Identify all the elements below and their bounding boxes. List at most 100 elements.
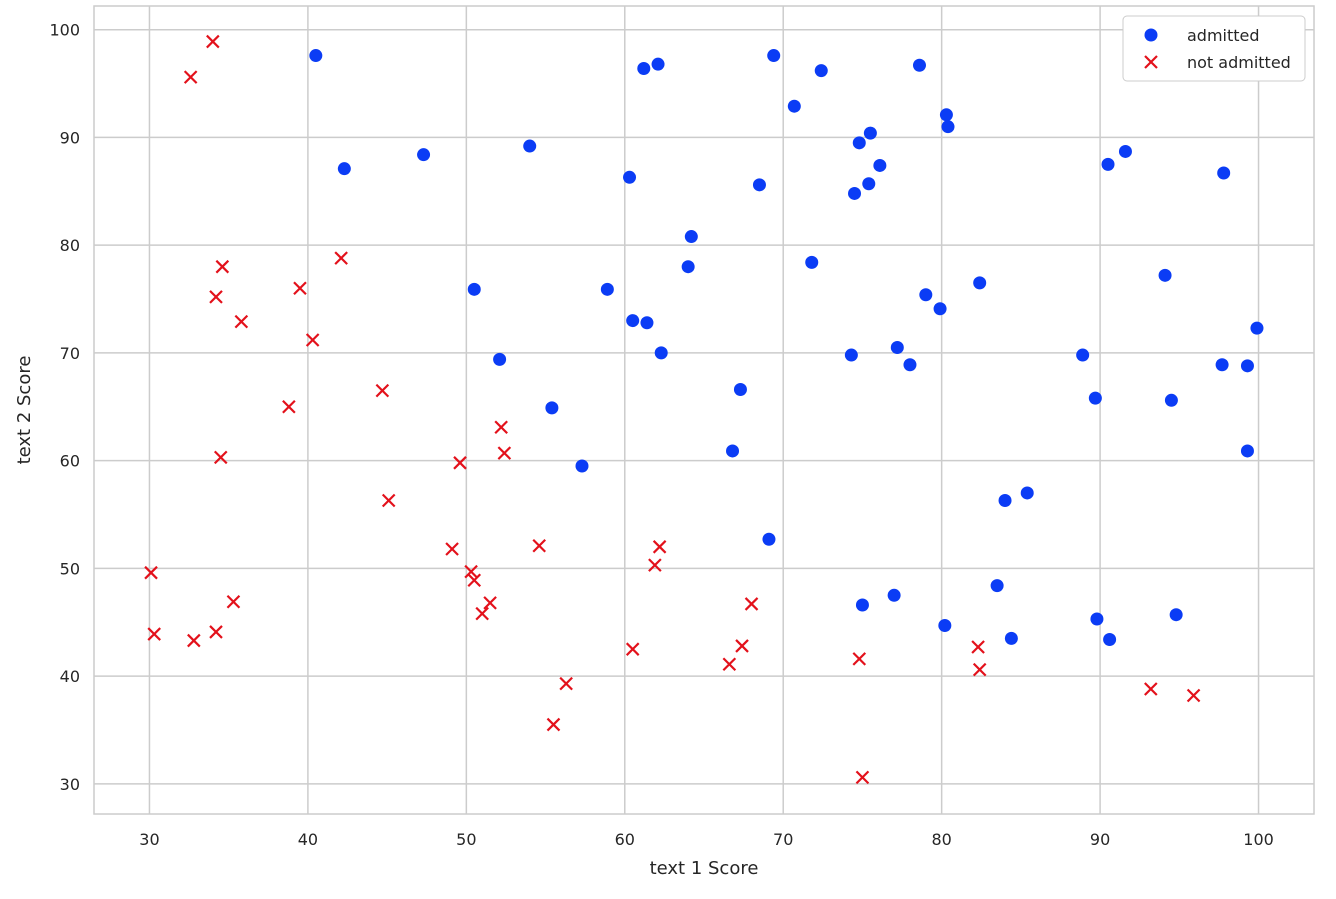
not-admitted-point: [464, 564, 478, 579]
admitted-point: [417, 148, 431, 162]
not-admitted-point: [375, 383, 390, 398]
admitted-point: [941, 120, 955, 134]
x-tick-label: 50: [456, 830, 476, 849]
not-admitted-point: [497, 446, 512, 460]
legend-not-admitted-marker: [1144, 55, 1158, 69]
not-admitted-point: [147, 627, 161, 641]
admitted-point: [1240, 444, 1254, 458]
admitted-point: [855, 598, 869, 612]
admitted-point: [767, 49, 781, 63]
admitted-point: [1158, 268, 1172, 282]
admitted-point: [1088, 391, 1102, 405]
x-axis-label: text 1 Score: [650, 858, 759, 879]
admitted-point: [787, 99, 801, 113]
grid-lines: [94, 6, 1314, 814]
admitted-point: [814, 64, 828, 78]
not-admitted-point: [652, 540, 667, 554]
admitted-point: [1215, 358, 1229, 372]
admitted-point: [1240, 359, 1254, 373]
not-admitted-point: [445, 542, 459, 556]
admitted-point: [805, 255, 819, 269]
admitted-point: [681, 260, 695, 274]
admitted-point: [637, 61, 651, 75]
not-admitted-point: [855, 770, 870, 785]
x-tick-label: 70: [773, 830, 793, 849]
not-admitted-point: [144, 565, 158, 580]
legend-admitted-label: admitted: [1187, 26, 1260, 45]
legend-box: [1122, 15, 1306, 82]
data-points: [144, 34, 1264, 785]
legend: admitted not admitted: [1122, 15, 1306, 82]
not-admitted-point: [183, 70, 198, 84]
y-axis-label: text 2 Score: [14, 356, 35, 465]
admitted-point: [998, 493, 1012, 507]
admitted-point: [939, 108, 953, 122]
not-admitted-point: [475, 606, 489, 621]
admitted-point: [933, 302, 947, 316]
admitted-point: [654, 346, 668, 360]
not-admitted-point: [971, 640, 985, 654]
not-admitted-point: [852, 652, 867, 666]
not-admitted-point: [206, 34, 220, 49]
admitted-point: [973, 276, 987, 290]
not-admitted-point: [722, 657, 737, 672]
y-tick-label: 90: [60, 128, 80, 147]
not-admitted-point: [559, 676, 573, 691]
y-tick-label: 70: [60, 344, 80, 363]
admitted-point: [1004, 631, 1018, 645]
not-admitted-point: [532, 538, 546, 553]
legend-not-admitted-label: not admitted: [1187, 53, 1291, 72]
y-tick-label: 100: [49, 21, 80, 40]
not-admitted-point: [648, 558, 662, 572]
admitted-point: [640, 316, 654, 330]
admitted-point: [844, 348, 858, 362]
admitted-point: [863, 126, 877, 140]
admitted-point: [752, 178, 766, 192]
not-admitted-point: [744, 597, 759, 611]
not-admitted-point: [215, 259, 230, 274]
plot-area: [93, 5, 1315, 815]
y-tick-label: 40: [60, 667, 80, 686]
y-tick-label: 50: [60, 559, 80, 578]
admitted-point: [493, 352, 507, 366]
admitted-point: [1090, 612, 1104, 626]
not-admitted-point: [209, 290, 223, 304]
x-tick-label: 40: [298, 830, 318, 849]
not-admitted-point: [1186, 688, 1201, 703]
x-tick-labels: 30 40 50 60 70 80 90 100: [139, 830, 1274, 849]
admitted-point: [626, 314, 640, 328]
admitted-point: [726, 444, 740, 458]
x-tick-label: 100: [1243, 830, 1274, 849]
not-admitted-point: [293, 281, 307, 296]
not-admitted-point: [1144, 682, 1158, 696]
not-admitted-point: [453, 456, 467, 470]
admitted-point: [467, 282, 481, 296]
not-admitted-point: [625, 642, 640, 656]
admitted-point: [733, 383, 747, 397]
not-admitted-point: [381, 493, 396, 508]
not-admitted-point: [234, 314, 249, 329]
not-admitted-point: [494, 420, 508, 435]
admitted-point: [1217, 166, 1231, 180]
admitted-point: [309, 49, 323, 63]
not-admitted-point: [305, 333, 320, 347]
y-tick-label: 30: [60, 775, 80, 794]
not-admitted-point: [209, 625, 223, 639]
y-tick-label: 60: [60, 452, 80, 471]
admitted-point: [890, 341, 904, 355]
not-admitted-point: [187, 633, 201, 648]
admitted-point: [1169, 608, 1183, 622]
admitted-point: [1076, 348, 1090, 362]
admitted-point: [1101, 157, 1115, 171]
admitted-point: [1103, 632, 1117, 646]
admitted-point: [762, 532, 776, 546]
admitted-point: [852, 136, 866, 150]
admitted-point: [862, 177, 876, 191]
admitted-point: [938, 618, 952, 632]
not-admitted-point: [546, 717, 561, 732]
y-tick-label: 80: [60, 236, 80, 255]
admitted-point: [337, 162, 351, 176]
admitted-point: [523, 139, 537, 153]
not-admitted-point: [282, 399, 296, 414]
